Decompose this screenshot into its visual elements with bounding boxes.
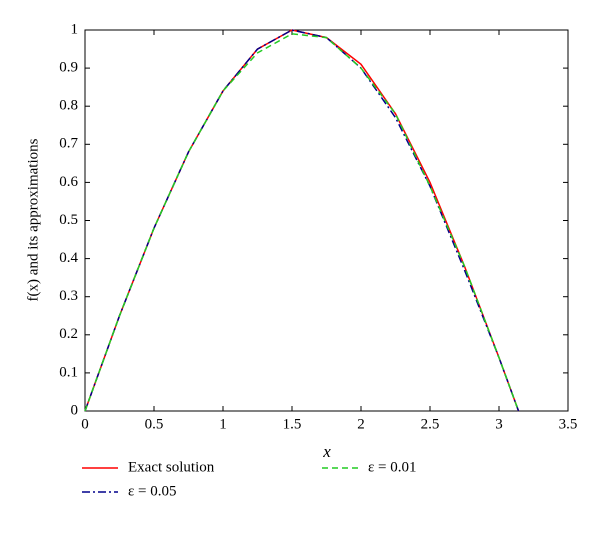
- y-tick-label: 0: [71, 402, 79, 418]
- y-tick-label: 0.7: [59, 136, 78, 152]
- x-tick-label: 2: [357, 416, 365, 432]
- y-tick-label: 0.1: [59, 364, 78, 380]
- y-tick-label: 0.9: [59, 60, 78, 76]
- y-tick-label: 0.6: [59, 174, 78, 190]
- y-axis-label: f(x) and its approximations: [25, 138, 41, 301]
- legend-label: ε = 0.05: [128, 483, 177, 499]
- y-tick-label: 0.2: [59, 326, 78, 342]
- x-tick-label: 2.5: [421, 416, 440, 432]
- legend-label: ε = 0.01: [368, 459, 417, 475]
- x-tick-label: 1: [219, 416, 227, 432]
- x-axis-label: x: [322, 442, 331, 461]
- y-tick-label: 0.8: [59, 98, 78, 114]
- y-tick-label: 1: [71, 21, 79, 37]
- series-line: [84, 29, 520, 412]
- x-tick-label: 0.5: [145, 416, 164, 432]
- x-tick-label: 3: [495, 416, 503, 432]
- y-tick-label: 0.3: [59, 288, 78, 304]
- series-line: [84, 29, 520, 412]
- y-tick-label: 0.4: [59, 250, 78, 266]
- x-tick-label: 1.5: [283, 416, 302, 432]
- series-line: [84, 33, 520, 412]
- y-tick-label: 0.5: [59, 212, 78, 228]
- legend-label: Exact solution: [128, 459, 215, 475]
- x-tick-label: 0: [81, 416, 89, 432]
- x-tick-label: 3.5: [559, 416, 578, 432]
